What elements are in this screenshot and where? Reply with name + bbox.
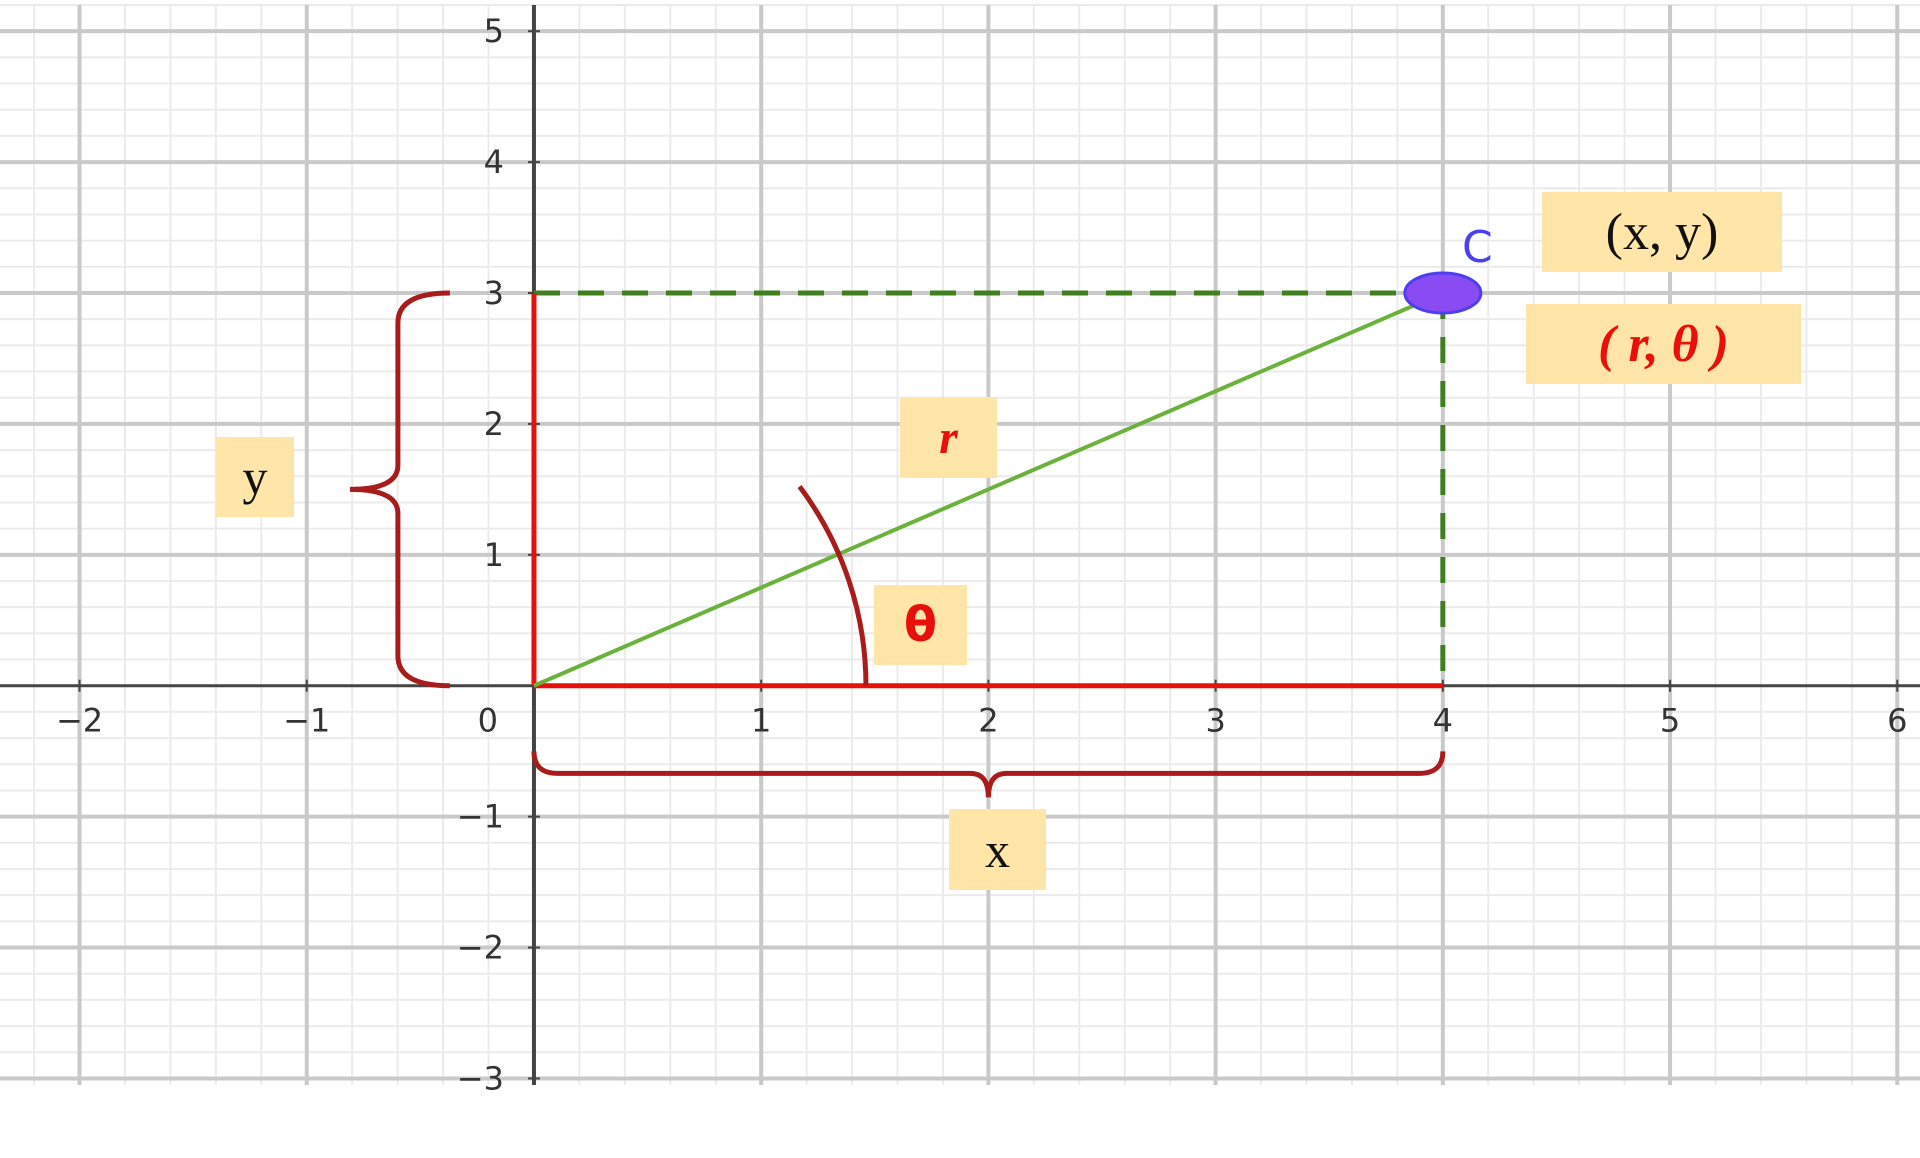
- y-tick-label: 4: [484, 143, 504, 181]
- y-tick-label: −3: [457, 1059, 504, 1097]
- y-brace: [349, 290, 450, 689]
- x-tick-label: 3: [1205, 702, 1225, 740]
- tick-labels: −2 −1 1 2 3 4 5 6 −3 −2 −1 1 2 3 4 5 0: [56, 12, 1908, 1097]
- major-grid: [0, 5, 1920, 1085]
- y-tick-label: 1: [484, 536, 504, 574]
- x-tick-label: 6: [1887, 702, 1907, 740]
- y-tick-label: −2: [457, 929, 504, 967]
- y-tick-label: 5: [484, 12, 504, 50]
- r-label: r: [900, 397, 997, 478]
- x-tick-label: 1: [751, 702, 771, 740]
- x-tick-label: 2: [978, 702, 998, 740]
- y-tick-label: −1: [457, 798, 504, 836]
- theta-label: θ: [874, 585, 967, 665]
- x-tick-label: −1: [283, 702, 330, 740]
- x-tick-label: −2: [56, 702, 103, 740]
- polar-coordinates-label: ( r, θ ): [1526, 304, 1801, 384]
- angle-arc: [797, 485, 869, 686]
- cartesian-coordinates-label: (x, y): [1542, 192, 1782, 272]
- radius-segment: [533, 291, 1444, 688]
- y-tick-label: 3: [484, 274, 504, 312]
- x-tick-label: 5: [1660, 702, 1680, 740]
- axes: [0, 5, 1920, 1085]
- point-c-label: C: [1462, 222, 1493, 273]
- origin-label: 0: [478, 702, 498, 740]
- x-brace: [531, 751, 1446, 798]
- x-label: x: [949, 809, 1046, 890]
- y-tick-label: 2: [484, 405, 504, 443]
- point-c: [1403, 271, 1483, 315]
- construction: [349, 271, 1483, 798]
- x-tick-label: 4: [1433, 702, 1453, 740]
- minor-grid: [0, 4, 1920, 1085]
- y-label: y: [216, 437, 294, 517]
